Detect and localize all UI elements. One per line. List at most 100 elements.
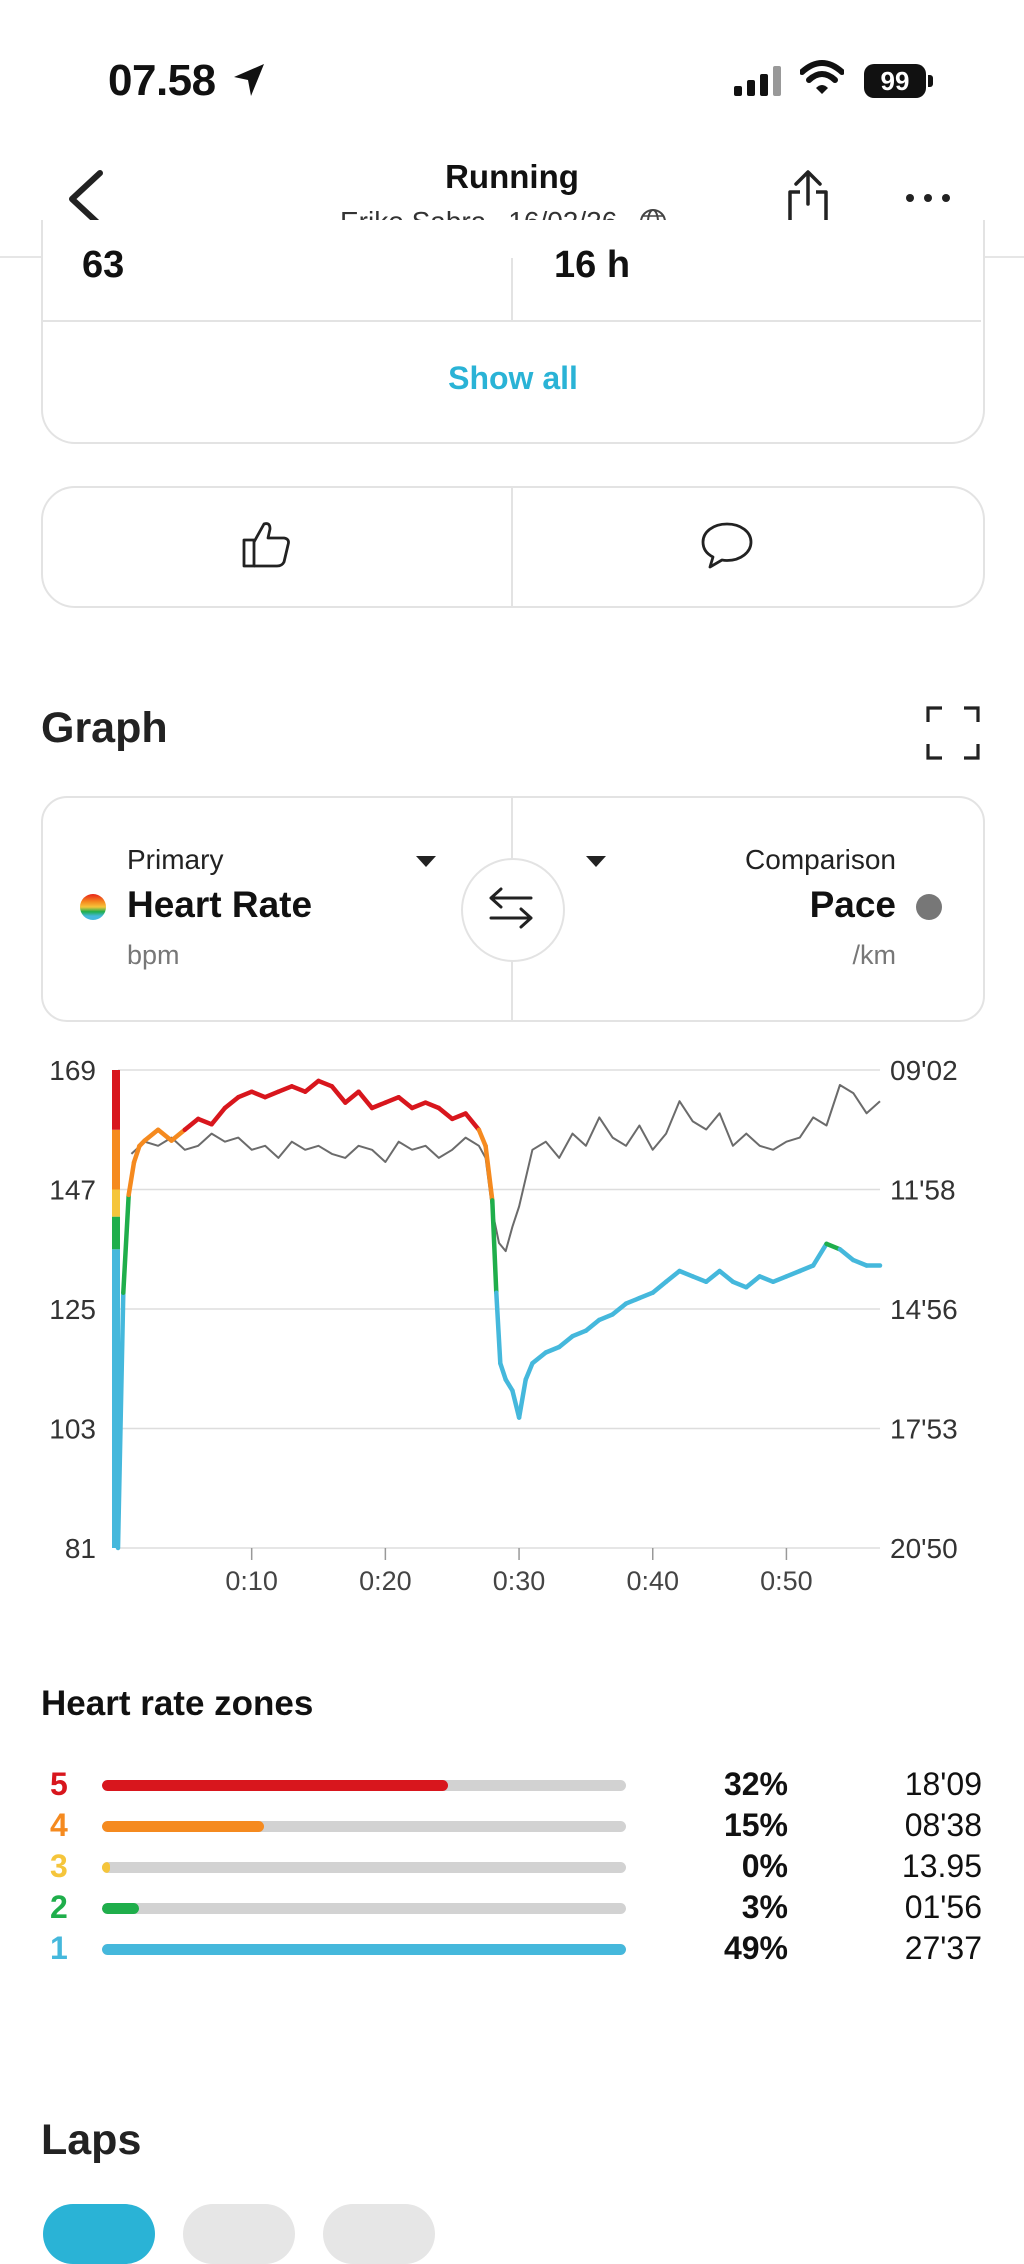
zone-bar-fill	[102, 1780, 448, 1791]
hr-series-segment	[717, 1268, 736, 1285]
like-thumbs-up-icon[interactable]	[240, 518, 292, 570]
comparison-metric-unit: /km	[852, 940, 897, 970]
zone-bar-track	[102, 1862, 626, 1873]
heart-rate-legend-dot	[80, 894, 106, 920]
hr-zone-axis-band	[112, 1249, 120, 1548]
hr-zone-row: 5 32% 18'09	[0, 1766, 1024, 1806]
graph-section-title: Graph	[41, 704, 168, 752]
zone-time: 18'09	[904, 1766, 982, 1802]
swap-metrics-button[interactable]	[461, 858, 565, 962]
lap-tab[interactable]	[183, 2204, 295, 2264]
wifi-icon	[800, 60, 844, 94]
location-arrow-icon	[234, 64, 264, 96]
hr-series-segment	[523, 1361, 535, 1382]
zone-number: 2	[50, 1889, 68, 1925]
hr-series-segment	[182, 1116, 201, 1133]
hr-series-segment	[249, 1089, 268, 1100]
zone-number: 1	[50, 1930, 68, 1966]
hr-zones-title: Heart rate zones	[41, 1684, 314, 1723]
cellular-signal-icon	[734, 66, 781, 96]
zone-bar-track	[102, 1780, 626, 1791]
hr-series-segment	[449, 1111, 468, 1122]
zone-bar-fill	[102, 1821, 265, 1832]
hr-series-segment	[744, 1274, 762, 1290]
hr-zone-axis-band	[112, 1216, 120, 1250]
zone-percent: 32%	[723, 1766, 788, 1802]
back-arrow-icon[interactable]	[66, 170, 106, 228]
zone-bar-fill	[102, 1944, 626, 1955]
hr-series-segment	[556, 1333, 575, 1350]
hr-series-segment	[677, 1268, 696, 1279]
y-tick-label-right: 20'50	[890, 1533, 958, 1564]
battery-level: 99	[864, 64, 926, 98]
hr-zone-row: 4 15% 08'38	[0, 1807, 1024, 1847]
hr-series-segment	[498, 1361, 508, 1382]
hr-zone-row: 3 0% 13.95	[0, 1848, 1024, 1888]
zone-percent: 49%	[723, 1930, 788, 1966]
y-tick-label-right: 14'56	[890, 1294, 958, 1325]
x-tick-label: 0:10	[225, 1566, 278, 1596]
pace-series-line	[130, 1084, 881, 1253]
y-tick-label-right: 11'58	[890, 1175, 956, 1206]
hr-series-segment	[663, 1268, 682, 1285]
lap-tab[interactable]	[323, 2204, 435, 2264]
reactions-divider	[511, 488, 513, 606]
hr-series-segment	[155, 1127, 174, 1143]
activity-title: Running	[445, 158, 579, 195]
hr-series-segment	[383, 1094, 401, 1105]
hr-series-segment	[494, 1290, 503, 1366]
hr-series-segment	[423, 1100, 442, 1111]
more-options-icon[interactable]	[906, 194, 950, 202]
stats-divider	[511, 258, 513, 320]
comparison-metric-selector[interactable]: Pace	[809, 884, 896, 925]
y-tick-label-left: 169	[49, 1055, 96, 1086]
comparison-metric-label: Comparison	[745, 844, 896, 875]
hr-series-segment	[169, 1127, 188, 1143]
hr-series-segment	[131, 1143, 142, 1165]
stats-card	[41, 220, 985, 444]
zone-number: 4	[50, 1807, 68, 1843]
hr-series-segment	[637, 1290, 655, 1301]
hr-series-segment	[276, 1084, 295, 1094]
zone-bar-fill	[102, 1903, 139, 1914]
primary-metric-selector[interactable]: Heart Rate	[127, 884, 313, 925]
zone-time: 13.95	[901, 1848, 982, 1884]
hr-pace-chart[interactable]: 169 09'02 147 11'58 125 14'56 103 17'53 81 20'50 0…	[0, 1040, 1024, 1600]
share-icon[interactable]	[786, 170, 830, 226]
zone-percent: 15%	[723, 1807, 788, 1843]
fullscreen-icon[interactable]	[926, 706, 980, 760]
hr-series-segment	[797, 1263, 816, 1274]
hr-series-segment	[490, 1198, 499, 1295]
hr-series-segment	[463, 1111, 482, 1133]
laps-title: Laps	[41, 2116, 142, 2164]
hr-zone-axis-band	[112, 1189, 120, 1217]
hr-series-segment	[476, 1127, 488, 1149]
hr-series-segment	[824, 1241, 843, 1252]
hr-series-segment	[516, 1377, 528, 1420]
pace-legend-dot	[916, 894, 942, 920]
hr-series-segment	[530, 1350, 549, 1366]
hr-series-segment	[126, 1160, 137, 1198]
primary-dropdown-caret-icon[interactable]	[416, 856, 436, 867]
hr-series-segment	[142, 1127, 161, 1143]
hr-series-segment	[543, 1344, 562, 1355]
hr-series-segment	[209, 1105, 228, 1127]
y-tick-label-right: 17'53	[890, 1414, 958, 1445]
hr-series-segment	[703, 1268, 722, 1285]
lap-tab[interactable]	[43, 2204, 155, 2264]
hr-zone-row: 2 3% 01'56	[0, 1889, 1024, 1929]
battery-icon	[928, 75, 933, 87]
zone-time: 08'38	[904, 1807, 982, 1843]
zone-bar-track	[102, 1903, 626, 1914]
x-tick-label: 0:40	[626, 1566, 679, 1596]
x-tick-label: 0:20	[359, 1566, 412, 1596]
zone-bar-fill	[102, 1862, 110, 1873]
hr-series-segment	[597, 1312, 615, 1323]
hr-series-segment	[302, 1078, 321, 1094]
hr-series-segment	[262, 1089, 281, 1100]
comparison-dropdown-caret-icon[interactable]	[586, 856, 606, 867]
zone-time: 01'56	[904, 1889, 982, 1925]
x-tick-label: 0:50	[760, 1566, 813, 1596]
comment-icon[interactable]	[700, 520, 754, 570]
show-all-button[interactable]: Show all	[448, 360, 578, 396]
